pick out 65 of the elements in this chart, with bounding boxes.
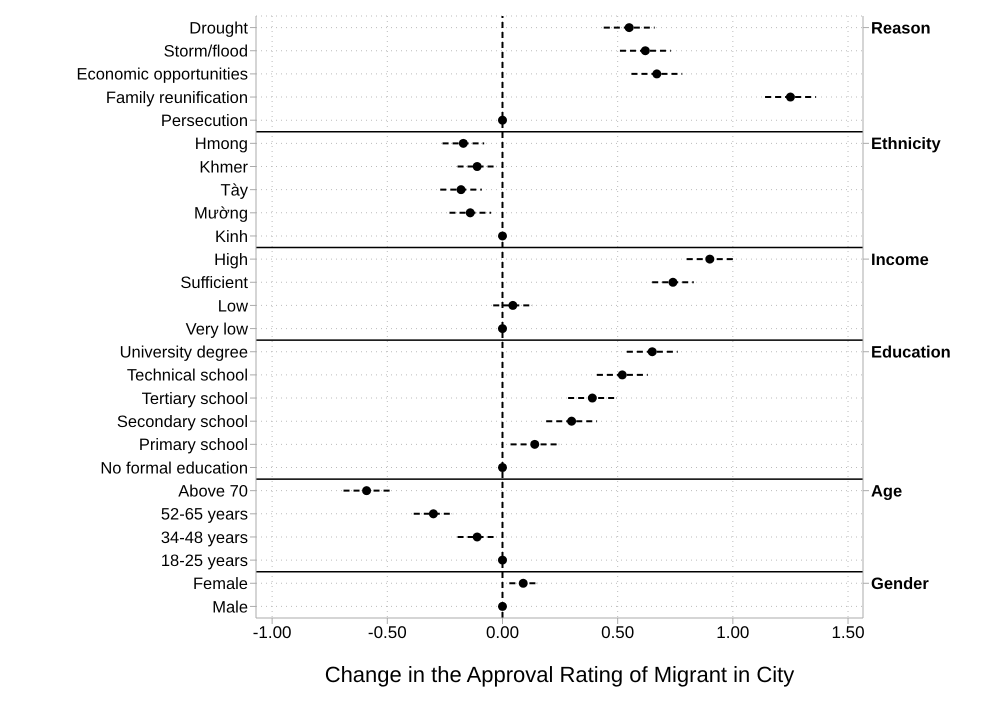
y-tick-label: Primary school xyxy=(138,436,248,454)
x-tick-label: 1.00 xyxy=(716,623,750,642)
x-tick-label: -0.50 xyxy=(368,623,407,642)
text: Ethnicity xyxy=(871,135,942,154)
point xyxy=(786,92,795,102)
point xyxy=(618,370,627,380)
y-tick-label: Secondary school xyxy=(116,413,248,432)
y-tick-label: 34-48 years xyxy=(160,528,248,547)
point xyxy=(588,394,597,403)
y-tick-label: Storm/flood xyxy=(164,42,248,61)
y-tick-label: Above 70 xyxy=(178,482,248,501)
y-tick-label: Low xyxy=(218,297,248,316)
point xyxy=(428,509,438,518)
point xyxy=(498,602,507,611)
y-tick-label: Female xyxy=(192,575,248,594)
point xyxy=(456,185,466,194)
y-tick-label: Technical school xyxy=(126,366,248,385)
x-tick-label: -1.00 xyxy=(252,623,292,642)
point xyxy=(498,462,507,472)
y-tick-label: High xyxy=(214,250,248,269)
point xyxy=(498,116,507,125)
point xyxy=(458,138,468,148)
y-tick-label: Khmer xyxy=(199,158,248,176)
point xyxy=(498,231,507,240)
y-tick-label: Kinh xyxy=(214,228,248,246)
point xyxy=(652,69,662,78)
point xyxy=(518,578,528,588)
y-tick-label: Drought xyxy=(189,19,248,38)
y-tick-label: Sufficient xyxy=(180,274,248,292)
y-tick-label: Mường xyxy=(194,204,248,223)
y-tick-label: University degree xyxy=(120,344,248,362)
point xyxy=(640,46,650,56)
y-tick-label: Tày xyxy=(220,182,249,200)
y-tick-label: Male xyxy=(212,598,248,616)
y-tick-label: Very low xyxy=(186,320,248,338)
x-tick-label: 1.50 xyxy=(831,623,865,642)
point xyxy=(362,486,372,496)
y-tick-label: Tertiary school xyxy=(142,390,248,408)
x-tick-label: 0.50 xyxy=(601,623,634,642)
y-tick-label: Hmong xyxy=(194,135,248,154)
x-axis-title: Change in the Approval Rating of Migrant in City xyxy=(324,662,794,687)
text: Age xyxy=(871,482,902,501)
y-tick-label: 18-25 years xyxy=(160,552,248,570)
text: Income xyxy=(871,250,929,269)
y-tick-label: 52-65 years xyxy=(160,506,248,524)
point xyxy=(530,440,540,449)
point xyxy=(498,324,507,334)
point xyxy=(508,300,518,310)
point xyxy=(668,278,678,287)
point xyxy=(567,416,576,426)
y-tick-label: No formal education xyxy=(100,459,248,478)
text: Gender xyxy=(871,575,930,594)
y-tick-label: Persecution xyxy=(160,112,248,130)
point xyxy=(466,208,475,218)
point xyxy=(648,347,657,356)
x-tick-label: 0.00 xyxy=(486,623,520,642)
text: Reason xyxy=(871,19,931,38)
point xyxy=(705,254,714,264)
point xyxy=(624,23,634,32)
point xyxy=(472,532,482,542)
point xyxy=(498,556,507,565)
point xyxy=(472,162,482,172)
y-tick-label: Family reunification xyxy=(106,88,248,107)
text: Education xyxy=(871,344,951,362)
y-tick-label: Economic opportunities xyxy=(76,66,248,84)
